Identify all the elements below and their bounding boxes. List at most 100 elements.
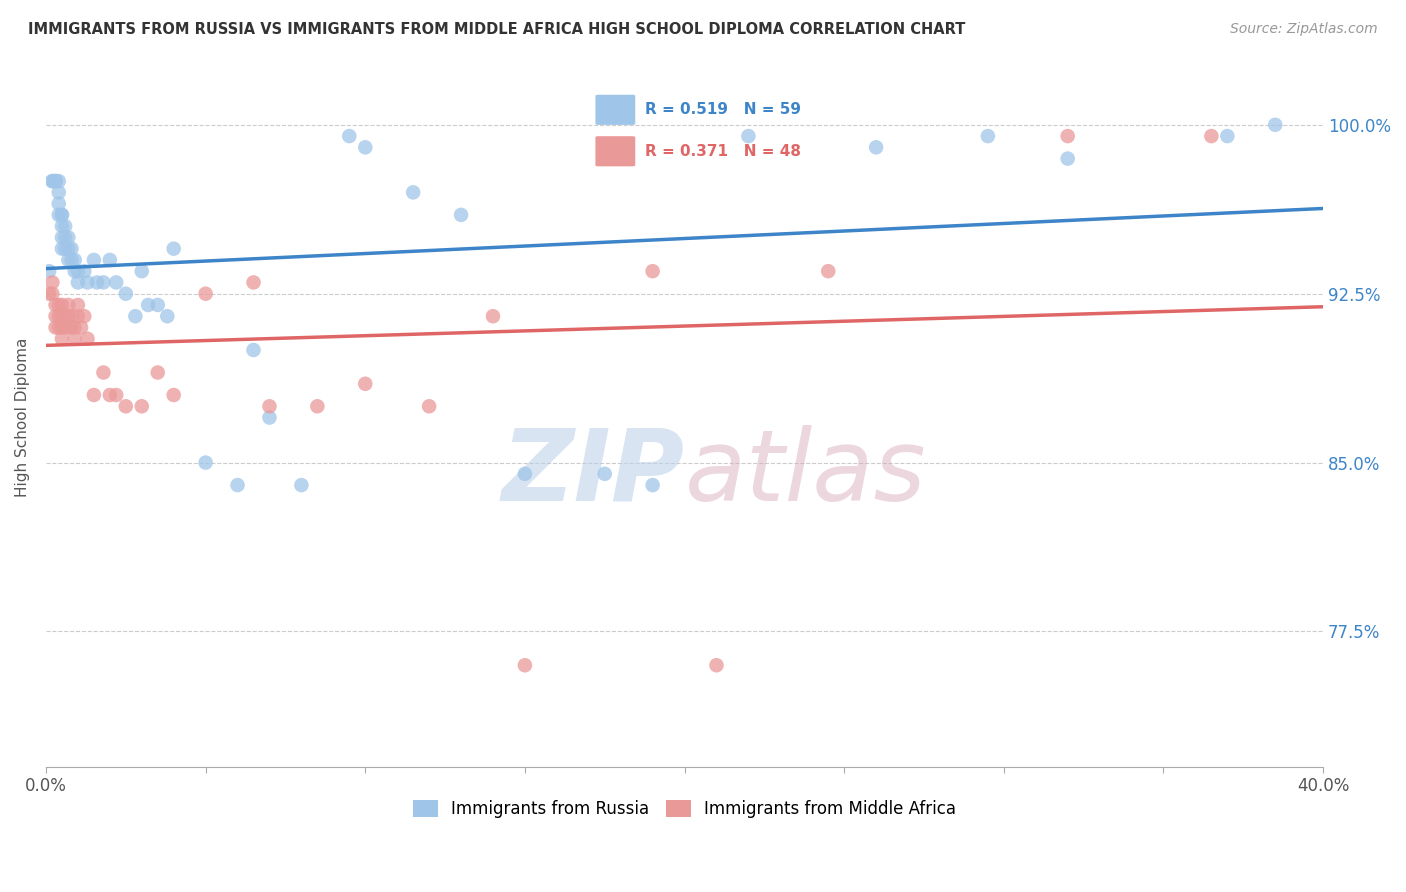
Point: [93, 276, 115, 290]
Point: [259, 410, 281, 425]
Point: [48, 309, 70, 323]
Legend: Immigrants from Russia, Immigrants from Middle Africa: Immigrants from Russia, Immigrants from …: [406, 793, 963, 824]
Point: [48, 298, 70, 312]
Point: [131, 264, 153, 278]
Point: [51, 309, 73, 323]
Point: [53, 242, 76, 256]
Point: [66, 298, 89, 312]
Point: [98, 252, 121, 267]
Point: [1264, 118, 1286, 132]
Point: [124, 309, 146, 323]
Point: [41, 286, 63, 301]
Point: [83, 252, 105, 267]
Point: [73, 264, 96, 278]
Point: [1056, 129, 1078, 144]
Point: [41, 174, 63, 188]
Text: IMMIGRANTS FROM RUSSIA VS IMMIGRANTS FROM MIDDLE AFRICA HIGH SCHOOL DIPLOMA CORR: IMMIGRANTS FROM RUSSIA VS IMMIGRANTS FRO…: [28, 22, 966, 37]
Point: [865, 140, 887, 154]
Point: [60, 320, 83, 334]
Point: [63, 320, 86, 334]
Point: [513, 658, 536, 673]
Point: [51, 208, 73, 222]
Point: [48, 320, 70, 334]
Point: [45, 174, 67, 188]
Point: [51, 320, 73, 334]
Point: [58, 298, 80, 312]
Point: [450, 208, 472, 222]
Point: [98, 388, 121, 402]
Point: [1216, 129, 1239, 144]
Point: [51, 208, 73, 222]
Point: [83, 388, 105, 402]
Point: [817, 264, 839, 278]
Point: [136, 298, 159, 312]
Point: [242, 343, 264, 357]
Point: [76, 276, 98, 290]
Point: [51, 219, 73, 234]
Point: [156, 309, 179, 323]
Y-axis label: High School Diploma: High School Diploma: [15, 338, 30, 497]
Point: [48, 196, 70, 211]
Point: [163, 388, 186, 402]
Point: [290, 478, 312, 492]
Point: [402, 186, 425, 200]
Point: [146, 298, 169, 312]
Point: [58, 252, 80, 267]
Point: [53, 230, 76, 244]
Point: [86, 276, 108, 290]
Point: [163, 242, 186, 256]
Point: [58, 309, 80, 323]
Point: [194, 456, 217, 470]
Point: [51, 230, 73, 244]
Point: [45, 320, 67, 334]
Text: Source: ZipAtlas.com: Source: ZipAtlas.com: [1230, 22, 1378, 37]
Point: [482, 309, 505, 323]
Point: [593, 467, 616, 481]
Point: [337, 129, 360, 144]
Point: [60, 252, 83, 267]
Point: [38, 264, 60, 278]
Point: [63, 264, 86, 278]
Point: [63, 332, 86, 346]
Point: [93, 366, 115, 380]
Point: [706, 658, 728, 673]
Point: [977, 129, 1000, 144]
Point: [58, 230, 80, 244]
Point: [105, 276, 128, 290]
Point: [51, 332, 73, 346]
Point: [45, 174, 67, 188]
Point: [354, 140, 377, 154]
Point: [513, 467, 536, 481]
Point: [48, 174, 70, 188]
Point: [66, 309, 89, 323]
Point: [53, 320, 76, 334]
Point: [226, 478, 249, 492]
Point: [1201, 129, 1223, 144]
Point: [418, 399, 440, 413]
Point: [58, 320, 80, 334]
Point: [45, 298, 67, 312]
Text: ZIP: ZIP: [502, 425, 685, 522]
Point: [641, 264, 664, 278]
Point: [51, 298, 73, 312]
Point: [41, 276, 63, 290]
Point: [146, 366, 169, 380]
Point: [48, 186, 70, 200]
Point: [194, 286, 217, 301]
Point: [45, 174, 67, 188]
Point: [53, 309, 76, 323]
Point: [641, 478, 664, 492]
Point: [66, 264, 89, 278]
Point: [259, 399, 281, 413]
Point: [354, 376, 377, 391]
Point: [45, 309, 67, 323]
Point: [131, 399, 153, 413]
Point: [60, 309, 83, 323]
Point: [63, 252, 86, 267]
Point: [58, 242, 80, 256]
Point: [48, 208, 70, 222]
Point: [114, 399, 136, 413]
Point: [41, 174, 63, 188]
Point: [51, 242, 73, 256]
Point: [73, 309, 96, 323]
